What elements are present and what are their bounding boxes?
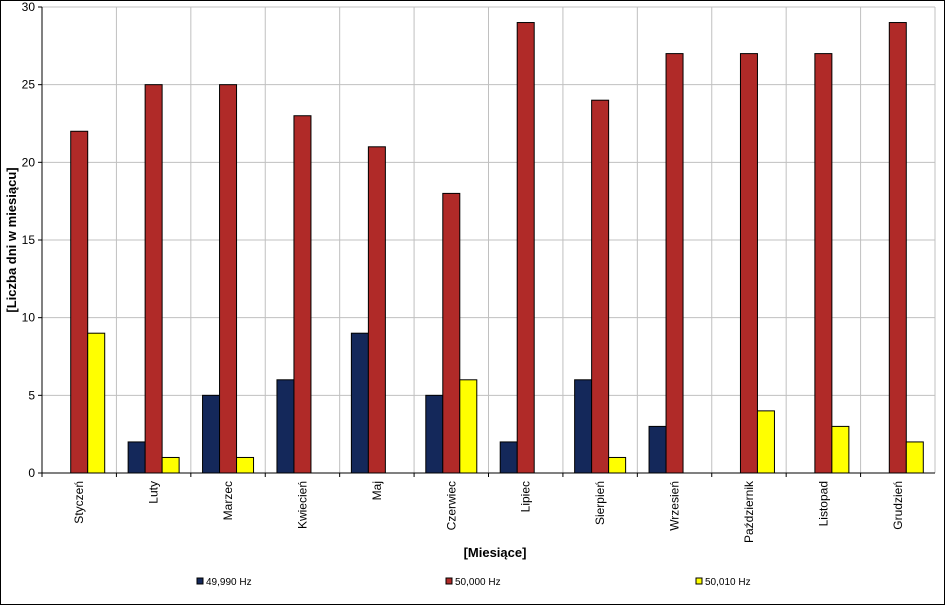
bar-2	[367, 146, 386, 474]
legend-label: 50,000 Hz	[455, 577, 501, 588]
x-tick-label: Listopad	[816, 481, 830, 526]
legend-swatch	[695, 577, 703, 585]
x-axis-label: [Miesiące]	[464, 545, 527, 560]
x-tick-label: Marzec	[221, 481, 235, 520]
x-tick-label: Grudzień	[891, 481, 905, 530]
y-axis-label: [Liczba dni w miesiącu]	[4, 167, 19, 312]
x-tick-label: Styczeń	[72, 481, 86, 524]
bar-3	[831, 425, 850, 474]
x-tick-label: Maj	[370, 481, 384, 500]
bar-3	[756, 410, 775, 474]
bar-1	[499, 441, 518, 474]
legend-swatch	[445, 577, 453, 585]
bar-1	[648, 425, 667, 474]
bar-2	[888, 22, 907, 474]
x-tick-label: Październik	[742, 480, 756, 543]
axes	[38, 6, 935, 477]
bars	[70, 22, 924, 474]
y-tick-label: 25	[22, 78, 36, 92]
legend-label: 50,010 Hz	[705, 577, 751, 588]
y-tick-label: 15	[22, 233, 36, 247]
legend: 49,990 Hz 50,000 Hz 50,010 Hz	[196, 577, 751, 588]
legend-swatch	[196, 577, 204, 585]
x-tick-label: Wrzesień	[668, 481, 682, 531]
x-tick-label: Kwiecień	[295, 481, 309, 529]
bar-2	[219, 84, 238, 474]
bar-2	[442, 192, 461, 474]
bar-2	[739, 53, 758, 474]
legend-label: 49,990 Hz	[206, 577, 252, 588]
bar-1	[202, 394, 221, 474]
bar-2	[293, 115, 312, 474]
bar-1	[425, 394, 444, 474]
bar-3	[905, 441, 924, 474]
bar-3	[608, 456, 627, 474]
x-tick-labels: Styczeń Luty Marzec Kwiecień Maj Czerwiec Lipi…	[72, 480, 905, 543]
x-tick-label: Luty	[147, 481, 161, 504]
bar-1	[276, 379, 295, 474]
bar-2	[665, 53, 684, 474]
bar-2	[591, 99, 610, 474]
y-tick-label: 0	[28, 466, 35, 480]
bar-3	[459, 379, 478, 474]
x-tick-label: Lipiec	[519, 481, 533, 512]
y-tick-label: 30	[22, 0, 36, 14]
bar-1	[127, 441, 146, 474]
bar-2	[70, 130, 89, 474]
bar-2	[516, 22, 535, 474]
bar-1	[574, 379, 593, 474]
x-tick-label: Sierpień	[593, 481, 607, 525]
bar-1	[350, 332, 369, 474]
grid-lines	[42, 6, 936, 474]
bar-2	[144, 84, 163, 474]
bar-3	[87, 332, 106, 474]
y-tick-label: 20	[22, 155, 36, 169]
y-tick-label: 5	[28, 388, 35, 402]
bar-2	[814, 53, 833, 474]
bar-3	[161, 456, 180, 474]
x-tick-label: Czerwiec	[444, 481, 458, 530]
bar-3	[236, 456, 255, 474]
y-tick-label: 10	[22, 311, 36, 325]
y-tick-labels: 0 5 10 15 20 25 30	[22, 0, 36, 480]
